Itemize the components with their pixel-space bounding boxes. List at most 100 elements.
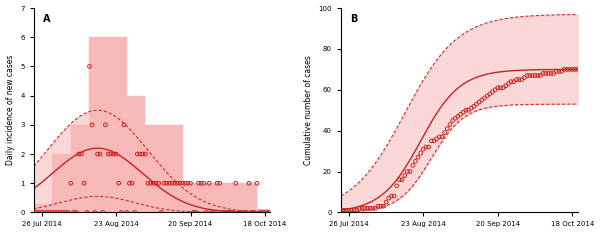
Point [164, 181, 174, 185]
Point [85, 65, 94, 68]
Point [37, 211, 46, 214]
Point [181, 181, 190, 185]
Point [218, 211, 227, 214]
Point [263, 211, 272, 214]
Point [111, 152, 121, 156]
Point [140, 152, 150, 156]
Point [157, 211, 166, 214]
Point [517, 78, 527, 82]
Point [255, 211, 265, 214]
Point [55, 211, 65, 214]
Point [64, 211, 73, 214]
Point [199, 181, 209, 185]
Point [58, 211, 68, 214]
Point [106, 152, 116, 156]
Point [336, 209, 346, 212]
Point [416, 151, 425, 155]
Point [207, 211, 217, 214]
Point [127, 181, 137, 185]
Bar [145, 125, 164, 212]
Point [183, 181, 193, 185]
Point [365, 206, 375, 210]
Point [148, 181, 158, 185]
Point [355, 206, 364, 210]
Bar [164, 125, 182, 212]
Point [379, 204, 388, 208]
Point [384, 196, 394, 200]
Point [242, 211, 251, 214]
Point [135, 152, 145, 156]
Point [421, 145, 431, 149]
Point [341, 209, 351, 212]
Point [458, 110, 468, 114]
Bar [89, 37, 108, 212]
Point [175, 181, 185, 185]
Point [461, 108, 470, 112]
Point [525, 74, 535, 77]
Point [31, 211, 41, 214]
Point [358, 206, 367, 210]
Point [485, 92, 494, 96]
Point [557, 69, 566, 73]
Point [209, 211, 219, 214]
Point [466, 106, 476, 110]
Point [226, 211, 235, 214]
Point [501, 84, 511, 88]
Bar [182, 183, 201, 212]
Point [236, 211, 246, 214]
Point [509, 80, 518, 83]
Point [546, 72, 556, 75]
Point [434, 135, 444, 139]
Point [352, 209, 362, 212]
Point [427, 139, 436, 143]
Point [376, 204, 386, 208]
Point [453, 114, 463, 118]
Point [88, 123, 97, 127]
Point [77, 152, 86, 156]
Point [116, 211, 126, 214]
Point [159, 181, 169, 185]
Point [551, 69, 561, 73]
Point [503, 82, 513, 86]
Point [244, 181, 254, 185]
Point [496, 86, 505, 90]
Point [360, 206, 370, 210]
Point [562, 68, 572, 71]
Point [371, 206, 380, 210]
Point [42, 211, 52, 214]
Point [265, 211, 275, 214]
Bar [34, 204, 52, 212]
Point [445, 123, 455, 127]
Point [429, 139, 439, 143]
Point [395, 178, 404, 182]
Point [448, 119, 457, 122]
Point [34, 211, 44, 214]
Point [347, 209, 356, 212]
Point [29, 211, 38, 214]
Point [133, 152, 142, 156]
Point [202, 211, 211, 214]
Point [125, 181, 134, 185]
Point [257, 211, 267, 214]
Point [344, 209, 353, 212]
Point [437, 135, 447, 139]
Point [440, 131, 449, 135]
Point [233, 211, 243, 214]
Bar [108, 37, 127, 212]
Point [490, 88, 500, 92]
Point [247, 211, 256, 214]
Point [536, 74, 545, 77]
Point [382, 200, 391, 204]
Point [151, 181, 161, 185]
Point [405, 170, 415, 173]
Point [549, 72, 559, 75]
Point [109, 152, 118, 156]
Point [82, 211, 92, 214]
Point [146, 181, 155, 185]
Point [154, 181, 163, 185]
Point [403, 170, 412, 173]
Point [389, 194, 399, 198]
Point [392, 184, 401, 188]
Point [194, 181, 203, 185]
Point [239, 211, 248, 214]
